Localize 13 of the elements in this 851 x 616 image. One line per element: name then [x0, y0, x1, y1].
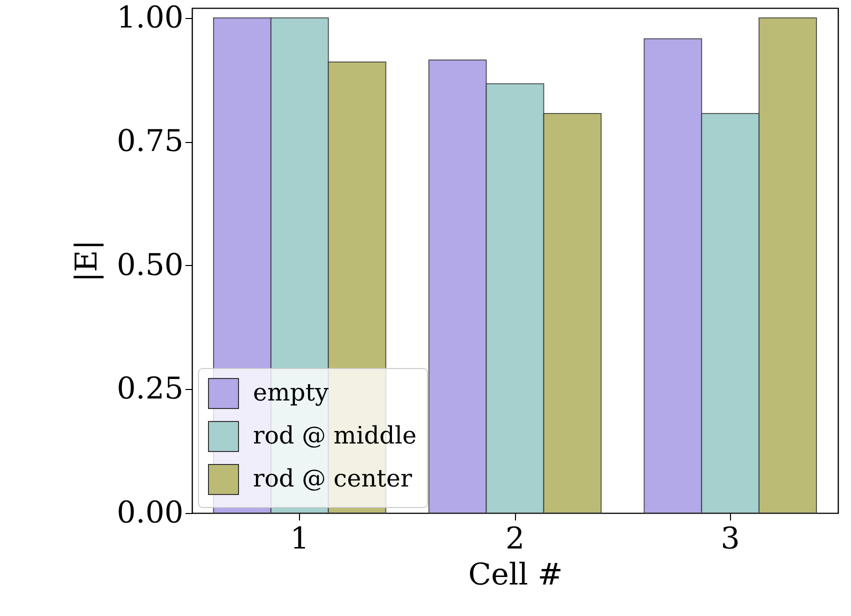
- y-tick-label: 0.00: [116, 496, 184, 530]
- x-axis-title: Cell #: [468, 558, 563, 592]
- y-tick-label: 0.75: [116, 124, 184, 160]
- legend-label: empty: [253, 378, 329, 406]
- y-tick-label: 0.50: [116, 248, 184, 283]
- x-tick-label: 2: [505, 522, 525, 556]
- x-tick-label: 3: [720, 522, 740, 556]
- y-axis-title: |E|: [70, 240, 105, 282]
- x-tick-label: 1: [290, 522, 310, 556]
- y-tick-label: 1.00: [116, 0, 184, 36]
- legend-label: rod @ middle: [253, 422, 417, 450]
- y-tick-label: 0.25: [116, 372, 184, 407]
- legend-label: rod @ center: [253, 464, 412, 492]
